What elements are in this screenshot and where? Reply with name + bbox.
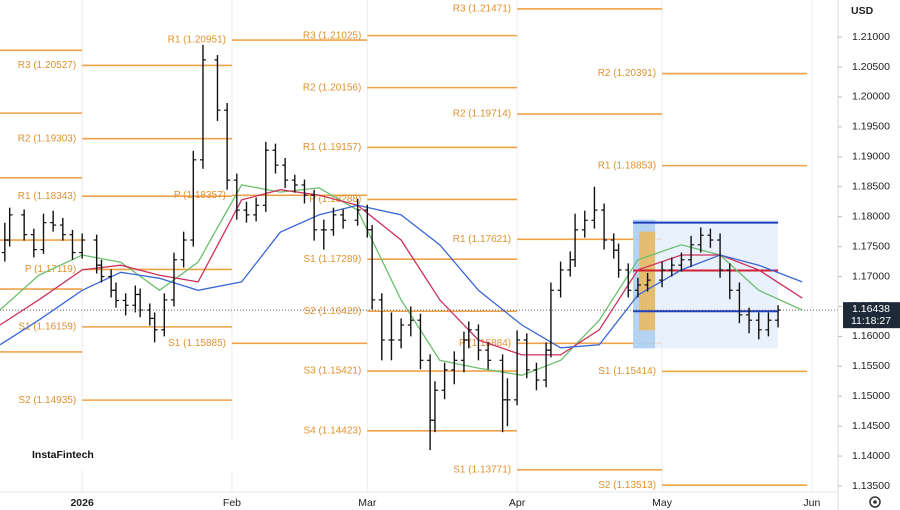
y-tick-label: 1.18500 [852,181,890,193]
settings-icon[interactable] [869,496,881,508]
pivot-label: S2 (1.16420) [303,306,361,317]
moving-average [0,189,803,356]
grid [81,0,813,492]
pivot-label: S4 (1.14423) [303,425,361,436]
plot-area: R3 (1.20527) R2 (1.19303) R1 (1.18343) P (1… [0,4,838,491]
pivot-label: R1 (1.19157) [303,142,361,153]
pivot-label: R3 (1.21025) [303,30,361,41]
y-tick-label: 1.17500 [852,240,890,252]
y-tick-label: 1.14500 [852,420,890,432]
x-tick-label: May [652,497,673,509]
brand-logo: InstaFintech [32,449,94,461]
currency-label[interactable]: USD [851,5,874,17]
pivot-label: R1 (1.17621) [453,234,511,245]
y-tick-label: 1.15000 [852,390,890,402]
y-tick-label: 1.13500 [852,480,890,492]
countdown-label: 11:18:27 [851,315,891,327]
pivot-label: R1 (1.18343) [18,191,76,202]
pivot-label: R3 (1.21471) [453,4,511,15]
pivot-label: P (1.15884) [459,338,511,349]
pivot-label: R2 (1.19303) [18,133,76,144]
pivot-label: R1 (1.20951) [168,35,226,46]
logo-box [0,440,245,470]
y-tick-label: 1.15500 [852,360,890,372]
pivot-label: S1 (1.15414) [598,366,656,377]
pivot-label: R2 (1.20391) [598,68,656,79]
pivot-label: R1 (1.18853) [598,160,656,171]
y-tick-label: 1.20500 [852,61,890,73]
x-tick-label: Jun [803,497,820,509]
y-tick-label: 1.14000 [852,450,890,462]
moving-average [0,204,803,349]
pivot-label: S2 (1.13513) [598,480,656,491]
y-tick-label: 1.19500 [852,121,890,133]
settings-icon-center [873,500,877,504]
last-price-box [843,302,900,329]
y-tick-label: 1.16000 [852,330,890,342]
last-price-label: 1.16438 [852,303,890,315]
pivot-label: S1 (1.16159) [18,322,76,333]
x-tick-label: Apr [509,497,526,509]
pivot-label: S1 (1.17289) [303,254,361,265]
y-tick-label: 1.17000 [852,270,890,282]
x-tick-label: Feb [223,497,241,509]
pivot-label: R2 (1.19714) [453,109,511,120]
pivot-label: R2 (1.20156) [303,82,361,93]
pivot-label: S3 (1.15421) [303,366,361,377]
y-tick-label: 1.20000 [852,91,890,103]
y-tick-label: 1.21000 [852,31,890,43]
pivot-label: P (1.18357) [174,190,226,201]
pivot-label: S1 (1.13771) [453,464,511,475]
pivot-label: R3 (1.20527) [18,60,76,71]
pivot-label: S1 (1.15885) [168,338,226,349]
x-tick-label: Mar [358,497,377,509]
x-tick-label: 2026 [70,497,94,509]
pivot-label: S2 (1.14935) [18,395,76,406]
moving-average [0,184,803,376]
y-tick-label: 1.19000 [852,151,890,163]
y-tick-label: 1.18000 [852,210,890,222]
axes: 1.21000 1.20500 1.20000 1.19500 1.19000 1.185… [70,31,890,509]
